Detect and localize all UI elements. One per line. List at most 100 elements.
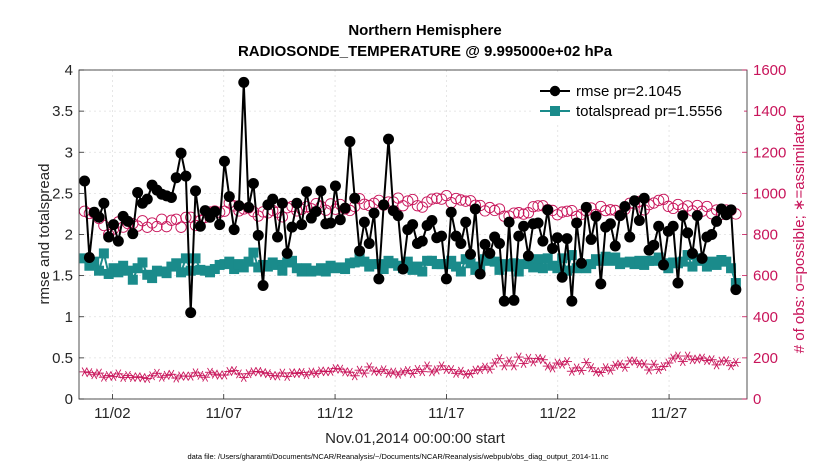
totalspread-point bbox=[190, 253, 201, 264]
assimilated-obs-point bbox=[605, 365, 616, 375]
rmse-point bbox=[252, 229, 264, 241]
rmse-point bbox=[658, 259, 669, 271]
assimilated-obs-point bbox=[730, 357, 741, 367]
assimilated-obs-point bbox=[508, 361, 519, 371]
possible-obs-point bbox=[561, 205, 573, 217]
totalspread-point bbox=[562, 265, 573, 276]
totalspread-point bbox=[137, 257, 148, 268]
rmse-point bbox=[296, 219, 308, 231]
totalspread-point bbox=[721, 256, 732, 267]
rmse-point bbox=[325, 217, 337, 229]
rmse-point bbox=[672, 277, 684, 289]
assimilated-obs-point bbox=[610, 360, 621, 370]
rmse-point bbox=[556, 271, 568, 283]
chart-title-line2: RADIOSONDE_TEMPERATURE @ 9.995000e+02 hP… bbox=[238, 43, 613, 60]
x-tick-label: 11/12 bbox=[317, 405, 353, 422]
assimilated-obs-point bbox=[721, 356, 732, 366]
x-tick-label: 11/22 bbox=[540, 405, 576, 422]
assimilated-obs-point bbox=[359, 368, 370, 378]
rmse-point bbox=[696, 252, 708, 264]
rmse-point bbox=[551, 232, 563, 244]
totalspread-point bbox=[248, 247, 259, 258]
assimilated-obs-point bbox=[103, 370, 114, 381]
assimilated-obs-point bbox=[79, 367, 90, 377]
assimilated-obs-point bbox=[489, 358, 500, 368]
y-axis-right-title: # of obs: o=possible; ∗=assimilated bbox=[791, 115, 808, 354]
y-tick-label-right: 200 bbox=[753, 350, 778, 367]
assimilated-obs-point bbox=[533, 353, 544, 364]
possible-obs-point bbox=[527, 201, 539, 213]
totalspread-point bbox=[180, 253, 191, 264]
rmse-point bbox=[518, 220, 530, 232]
rmse-point bbox=[93, 211, 105, 223]
totalspread-point bbox=[533, 254, 544, 265]
rmse-point bbox=[484, 247, 496, 259]
possible-obs-point bbox=[455, 194, 467, 206]
totalspread-point bbox=[94, 265, 105, 276]
assimilated-obs-point bbox=[436, 361, 447, 371]
legend-spread-label: totalspread pr=1.5556 bbox=[576, 103, 722, 120]
rmse-point bbox=[368, 207, 380, 219]
totalspread-point bbox=[176, 267, 187, 278]
possible-obs-point bbox=[180, 211, 192, 224]
assimilated-obs-point bbox=[89, 370, 100, 380]
assimilated-obs-point bbox=[287, 368, 298, 378]
totalspread-series bbox=[79, 247, 741, 289]
rmse-point bbox=[358, 216, 370, 228]
assimilated-obs-point bbox=[431, 365, 442, 375]
rmse-point bbox=[595, 278, 607, 290]
assimilated-obs-point bbox=[151, 368, 162, 378]
assimilated-obs-point bbox=[349, 371, 360, 381]
totalspread-point bbox=[161, 268, 172, 279]
totalspread-point bbox=[508, 258, 519, 269]
rmse-point bbox=[238, 76, 250, 88]
assimilated-obs-point bbox=[644, 365, 655, 375]
assimilated-obs-point bbox=[552, 358, 563, 368]
y-tick-label-right: 0 bbox=[753, 391, 761, 408]
rmse-point bbox=[677, 210, 689, 222]
assimilated-obs-point bbox=[499, 361, 510, 371]
totalspread-point bbox=[610, 252, 621, 263]
rmse-point bbox=[243, 201, 255, 213]
rmse-point bbox=[344, 136, 356, 148]
rmse-point bbox=[315, 185, 327, 197]
rmse-point bbox=[281, 247, 293, 259]
rmse-point bbox=[286, 221, 298, 233]
assimilated-obs-point bbox=[677, 357, 688, 367]
assimilated-obs-point bbox=[94, 368, 105, 378]
assimilated-obs-point bbox=[701, 355, 712, 366]
y-tick-label-left: 0.5 bbox=[52, 350, 73, 367]
rmse-point bbox=[575, 257, 587, 269]
totalspread-point bbox=[528, 262, 539, 273]
totalspread-point bbox=[494, 264, 505, 275]
rmse-point bbox=[383, 133, 395, 145]
totalspread-point bbox=[113, 267, 124, 278]
totalspread-point bbox=[224, 256, 235, 267]
possible-obs-point bbox=[517, 208, 530, 220]
totalspread-point bbox=[455, 266, 466, 277]
assimilated-obs-point bbox=[238, 372, 249, 382]
rmse-point bbox=[426, 215, 438, 227]
assimilated-obs-point bbox=[494, 354, 505, 364]
assimilated-obs-point bbox=[306, 367, 317, 377]
rmse-point bbox=[493, 238, 505, 250]
totalspread-point bbox=[542, 253, 553, 264]
totalspread-point bbox=[340, 264, 351, 275]
rmse-point bbox=[619, 201, 631, 213]
rmse-point bbox=[436, 230, 448, 242]
rmse-point bbox=[416, 235, 428, 247]
rmse-point bbox=[132, 187, 144, 199]
assimilated-obs-point bbox=[200, 372, 211, 382]
rmse-point bbox=[276, 197, 288, 209]
totalspread-point bbox=[238, 262, 249, 273]
assimilated-obs-point bbox=[692, 354, 703, 364]
x-tick-label: 11/17 bbox=[428, 405, 464, 422]
assimilated-obs-point bbox=[460, 369, 471, 379]
rmse-point bbox=[247, 178, 259, 190]
x-axis-title: Nov.01,2014 00:00:00 start bbox=[325, 430, 506, 447]
rmse-point bbox=[83, 252, 95, 264]
rmse-point bbox=[228, 224, 240, 236]
rmse-point bbox=[513, 230, 525, 242]
